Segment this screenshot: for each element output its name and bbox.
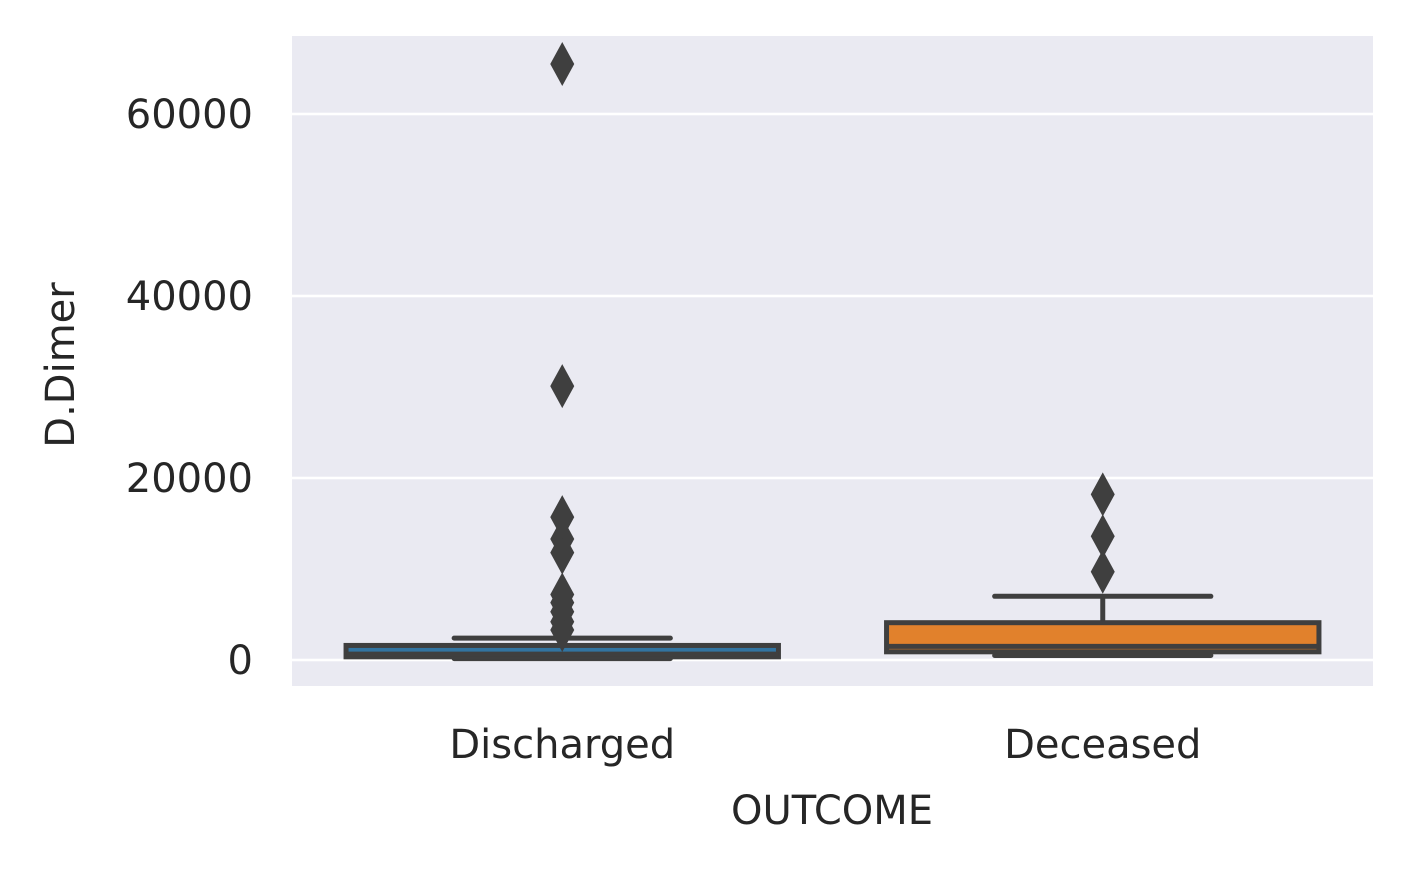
outlier-point (1090, 514, 1115, 559)
y-gridlines (292, 112, 1373, 662)
outlier-point (1090, 472, 1115, 517)
box-group (884, 472, 1322, 658)
outlier-point (550, 41, 575, 86)
y-axis-label: D.Dimer (38, 282, 84, 448)
outlier-point (550, 364, 575, 409)
outlier-point (550, 495, 575, 540)
x-tick-label: Deceased (1004, 722, 1201, 768)
y-tick-label: 0 (228, 638, 253, 684)
x-tick-label: Discharged (449, 722, 675, 768)
x-tick-labels: Discharged Deceased (449, 722, 1201, 768)
boxes (343, 41, 1322, 662)
y-tick-labels: 0 20000 40000 60000 (126, 92, 253, 684)
outlier-point (550, 572, 575, 617)
y-tick-label: 20000 (126, 456, 253, 502)
y-tick-label: 60000 (126, 92, 253, 138)
outlier-point (1090, 549, 1115, 594)
y-tick-label: 40000 (126, 274, 253, 320)
plot-background (292, 36, 1373, 686)
box-group (343, 41, 781, 662)
x-axis-label: OUTCOME (731, 788, 933, 834)
